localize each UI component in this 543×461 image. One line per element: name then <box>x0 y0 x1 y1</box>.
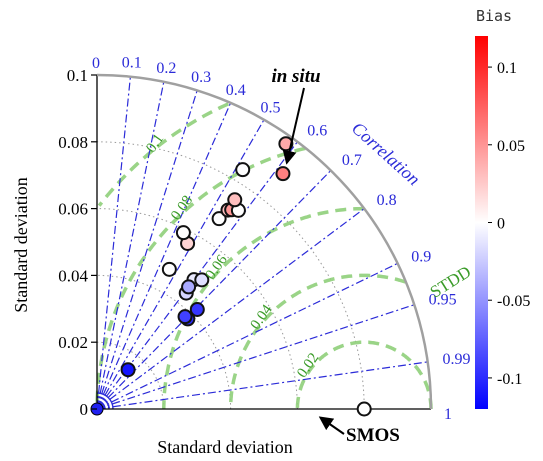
y-tick-label: 0 <box>80 400 89 419</box>
stdd-tick-label: 0.08 <box>168 193 196 224</box>
data-point <box>235 162 251 178</box>
origin-arc <box>96 396 110 410</box>
stdd-grid-arc <box>228 273 406 409</box>
x-axis-title: Standard deviation <box>157 437 292 457</box>
data-point <box>275 166 291 182</box>
data-point <box>181 279 197 295</box>
correlation-ray <box>96 81 165 410</box>
outer-arc <box>96 73 433 410</box>
colorbar-tick-label: -0.05 <box>497 293 530 310</box>
colorbar-tick-label: 0.1 <box>497 60 517 77</box>
in-situ-arrow <box>282 87 305 165</box>
correlation-tick-label: 0.8 <box>377 192 397 209</box>
data-point <box>211 211 227 227</box>
correlation-ray <box>96 361 428 410</box>
correlation-tick-label: 0.3 <box>191 69 211 86</box>
correlation-ray <box>96 304 415 410</box>
data-point <box>120 362 136 378</box>
reference-point-smos <box>356 401 372 417</box>
colorbar-tick-label: 0.05 <box>497 138 525 155</box>
grid-layer <box>95 73 433 410</box>
data-point <box>161 261 177 277</box>
stdd-tick-label: 0.1 <box>143 131 167 156</box>
axis-labels: 00.020.040.060.080.10 0.1 0.20.30.40.50.60… <box>58 55 474 423</box>
correlation-ray <box>96 102 232 410</box>
sd-grid-arc <box>96 141 365 410</box>
correlation-ray <box>96 90 198 410</box>
y-tick-label: 0.08 <box>58 133 88 152</box>
origin-arc <box>96 392 114 410</box>
data-point <box>194 272 210 288</box>
smos-annotation: SMOS <box>346 425 400 446</box>
correlation-tick-label: 0.9 <box>411 249 431 266</box>
correlation-tick-label: 0.1 <box>122 55 142 72</box>
stdd-tick-label: 0.04 <box>248 302 276 333</box>
colorbar-tick-label: -0.1 <box>497 371 522 388</box>
stdd-grid-arc <box>162 206 365 409</box>
data-point <box>175 225 191 241</box>
correlation-ray <box>96 262 398 410</box>
y-tick-label: 0.04 <box>58 266 88 285</box>
correlation-ray <box>96 170 332 410</box>
y-tick-label: 0.06 <box>58 200 88 219</box>
correlation-tick-label: 0.6 <box>307 122 327 139</box>
correlation-tick-label: 0.2 <box>156 60 176 77</box>
colorbar: Bias 0.1 0.05 0 -0.05 -0.1 <box>475 7 530 409</box>
y-tick-label: 0.02 <box>58 333 88 352</box>
colorbar-title: Bias <box>476 7 512 25</box>
data-point <box>189 302 205 318</box>
origin-arc <box>96 400 106 410</box>
correlation-tick-label: 0.95 <box>429 292 457 309</box>
correlation-tick-label: 0.5 <box>261 99 281 116</box>
correlation-ray <box>96 208 365 410</box>
data-point <box>177 309 193 325</box>
smos-arrow <box>318 416 345 435</box>
correlation-tick-label: 0.7 <box>342 152 362 169</box>
correlation-tick-label: 0.4 <box>226 82 246 99</box>
in-situ-annotation: in situ <box>271 66 320 87</box>
y-axis-title: Standard deviation <box>11 177 31 312</box>
colorbar-tick-label: 0 <box>497 216 505 233</box>
colorbar-gradient <box>475 36 488 409</box>
correlation-tick-label: 0.99 <box>443 351 471 368</box>
correlation-tick-label: 1 <box>444 406 452 423</box>
stdd-tick-label: 0.02 <box>294 350 322 381</box>
data-points <box>90 136 372 417</box>
y-tick-label: 0.1 <box>67 66 88 85</box>
correlation-ray <box>96 76 131 410</box>
stdd-grid-arc <box>97 102 230 207</box>
correlation-tick-label: 0 <box>92 55 100 72</box>
data-point <box>227 192 243 208</box>
